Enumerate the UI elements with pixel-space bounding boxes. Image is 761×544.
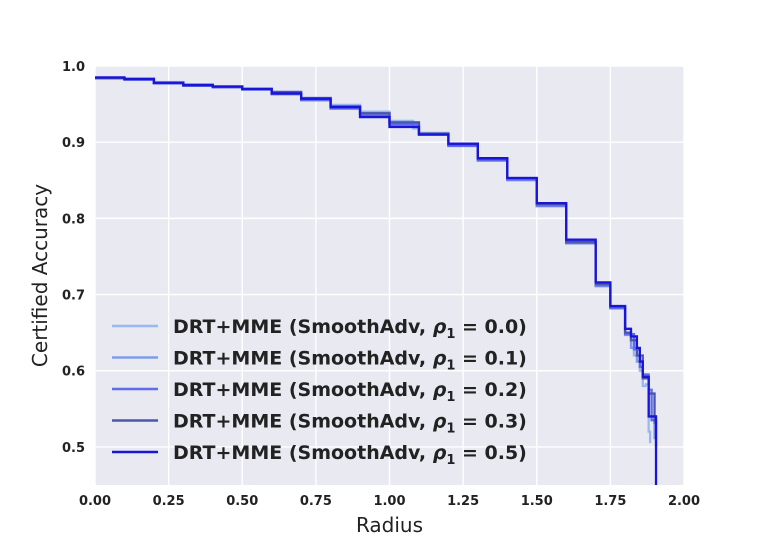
x-tick-label: 1.00 [373,494,405,509]
x-tick-label: 0.75 [300,494,332,509]
y-axis-label: Certified Accuracy [28,184,52,367]
x-axis-label: Radius [356,513,423,537]
legend: DRT+MME (SmoothAdv, ρ1 = 0.0) DRT+MME (Sm… [112,316,527,468]
x-tick-label: 0.00 [79,494,111,509]
x-tick-label: 1.50 [521,494,553,509]
series-line-4 [95,76,658,485]
y-tick-label: 0.8 [62,212,85,227]
y-tick-label: 0.5 [62,441,85,456]
legend-label-2: DRT+MME (SmoothAdv, ρ1 = 0.2) [173,379,527,405]
y-tick-label: 0.9 [62,136,85,151]
legend-label-1: DRT+MME (SmoothAdv, ρ1 = 0.1) [173,348,527,374]
legend-label-0: DRT+MME (SmoothAdv, ρ1 = 0.0) [173,316,527,342]
x-tick-label: 0.50 [226,494,258,509]
x-tick-label: 0.25 [153,494,185,509]
tick-labels: 0.00 0.25 0.50 0.75 1.00 1.25 1.50 1.75 2.00 0.5 0… [62,60,700,509]
y-tick-label: 0.7 [62,289,85,304]
series-lines [95,76,658,485]
legend-label-4: DRT+MME (SmoothAdv, ρ1 = 0.5) [173,442,527,468]
x-tick-label: 2.00 [668,494,700,509]
grid-lines [94,65,685,485]
x-tick-label: 1.25 [447,494,479,509]
x-tick-label: 1.75 [594,494,626,509]
y-tick-label: 1.0 [62,60,85,75]
legend-label-3: DRT+MME (SmoothAdv, ρ1 = 0.3) [173,411,527,437]
y-tick-label: 0.6 [62,365,85,380]
